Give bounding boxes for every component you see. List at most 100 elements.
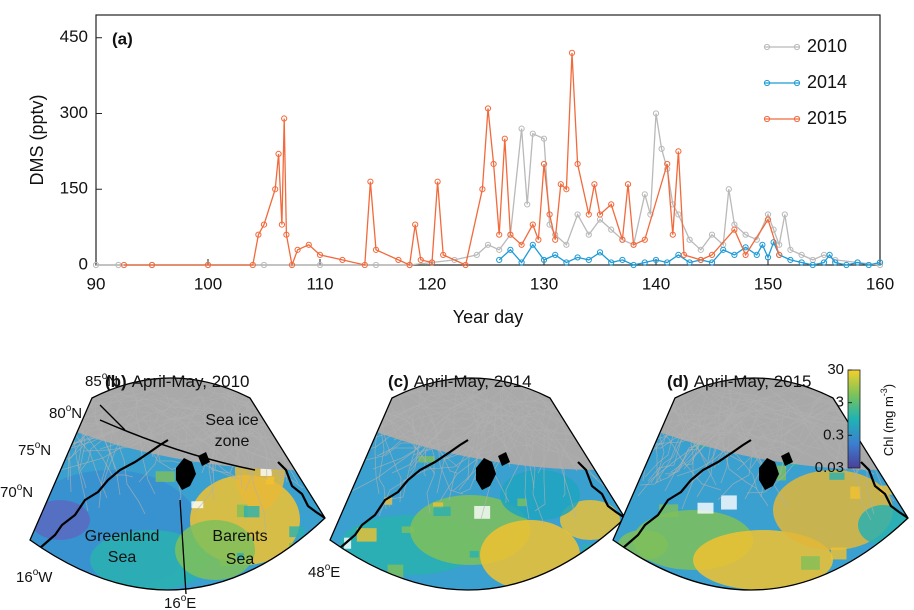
figure: (a) Year day DMS (pptv) 0 150 300 450 90 100 1… <box>0 0 914 610</box>
chl-pixel <box>285 438 296 446</box>
region-label: Sea ice <box>205 412 258 429</box>
chl-pixel <box>286 557 297 565</box>
chl-pixel <box>156 471 175 482</box>
coord-dir: N <box>40 442 51 459</box>
coord-dir: W <box>38 569 53 586</box>
coord-num: 48 <box>308 564 325 581</box>
ship-track <box>275 385 327 454</box>
x-tick-label: 110 <box>306 274 333 293</box>
panel-label: (a) <box>112 29 133 48</box>
map-title: (d) April-May, 2015 <box>667 372 812 391</box>
chl-pixel <box>433 507 450 516</box>
colorbar-tick-label: 0.3 <box>823 426 844 443</box>
legend-label: 2014 <box>807 72 847 92</box>
colorbar-tick-label: 30 <box>827 361 844 378</box>
region-label: Greenland <box>85 528 160 545</box>
y-tick-label: 150 <box>60 179 88 198</box>
coord-num: 80 <box>49 405 66 422</box>
x-tick-label: 100 <box>194 274 222 293</box>
series-line <box>124 53 779 265</box>
region-label: Sea <box>226 551 255 568</box>
coord-label: 70oN <box>0 482 33 501</box>
ship-track <box>269 392 395 409</box>
x-tick-label: 130 <box>530 274 558 293</box>
x-tick-label: 90 <box>87 274 106 293</box>
colorbar-label-text: Chl (mg m <box>881 396 896 456</box>
coord-label: 85oN <box>85 371 118 390</box>
map-content <box>0 360 396 590</box>
colorbar-label: Chl (mg m-3) <box>879 384 896 456</box>
ship-track <box>267 408 366 452</box>
chl-pixel <box>474 506 490 519</box>
coord-label: 16oW <box>16 567 53 586</box>
y-axis-label: DMS (pptv) <box>27 94 47 185</box>
chl-pixel <box>357 528 377 541</box>
ship-track <box>298 384 373 456</box>
map-label: (d) <box>667 372 689 391</box>
y-tick-label: 300 <box>60 103 88 122</box>
ship-track <box>313 405 369 458</box>
coord-dir: E <box>186 595 196 610</box>
coord-num: 70 <box>0 484 17 501</box>
data-point <box>497 257 502 262</box>
chl-pixel <box>598 556 618 564</box>
series-line <box>499 242 880 265</box>
chl-pixel <box>402 526 414 533</box>
ship-track <box>621 411 657 446</box>
y-tick-label: 0 <box>79 254 88 273</box>
coord-dir: N <box>22 484 33 501</box>
legend-label: 2015 <box>807 108 847 128</box>
x-tick-label: 120 <box>418 274 446 293</box>
map-label: (c) <box>388 372 409 391</box>
map-title-text: April-May, 2015 <box>694 372 812 391</box>
ship-track <box>572 395 663 459</box>
ship-track <box>263 381 359 442</box>
coord-label: 80oN <box>49 403 82 422</box>
chl-pixel <box>831 548 847 560</box>
map-panel: (c) April-May, 2014 <box>255 360 672 590</box>
chl-pixel <box>721 495 737 509</box>
coord-num: 16 <box>164 595 181 610</box>
map-title: (b)April-May, 2010 <box>105 372 250 391</box>
colorbar <box>848 370 860 468</box>
colorbar-tick-label: 3 <box>836 394 844 411</box>
chl-pixel <box>289 526 304 537</box>
map-title-text: April-May, 2010 <box>132 372 250 391</box>
x-tick-label: 150 <box>754 274 782 293</box>
coord-label: 16oE <box>164 593 196 610</box>
chl-pixel <box>517 499 526 507</box>
map-title: (c) April-May, 2014 <box>388 372 532 391</box>
coord-dir: N <box>71 405 82 422</box>
y-tick-label: 450 <box>60 27 88 46</box>
region-label: zone <box>215 433 250 450</box>
region-label: Sea <box>108 549 137 566</box>
x-axis-label: Year day <box>453 307 523 327</box>
coord-dir: N <box>107 373 118 390</box>
coord-dir: E <box>330 564 340 581</box>
ship-track <box>654 381 667 424</box>
region-label: Barents <box>212 528 267 545</box>
chl-pixel <box>801 556 820 570</box>
coord-label: 48oE <box>308 562 340 581</box>
map-title-text: April-May, 2014 <box>414 372 532 391</box>
map-content <box>255 360 672 590</box>
chl-pixel <box>244 506 260 517</box>
coast-novaya <box>288 400 300 420</box>
colorbar-label-sup: -3 <box>879 388 889 396</box>
chl-pixel <box>470 551 479 558</box>
coord-num: 85 <box>85 373 102 390</box>
ship-track <box>255 385 372 441</box>
chl-pixel <box>698 503 714 514</box>
ship-track <box>310 388 369 447</box>
coast-novaya <box>588 400 600 420</box>
coord-num: 75 <box>18 442 35 459</box>
colorbar-label-end: ) <box>881 384 896 388</box>
colorbar-tick-label: 0.03 <box>815 459 844 476</box>
legend-label: 2010 <box>807 36 847 56</box>
coord-label: 75oN <box>18 440 51 459</box>
x-tick-label: 140 <box>642 274 670 293</box>
chl-pixel <box>850 487 860 499</box>
x-tick-label: 160 <box>866 274 894 293</box>
chl-pixel <box>40 559 50 566</box>
ship-track <box>263 415 374 448</box>
